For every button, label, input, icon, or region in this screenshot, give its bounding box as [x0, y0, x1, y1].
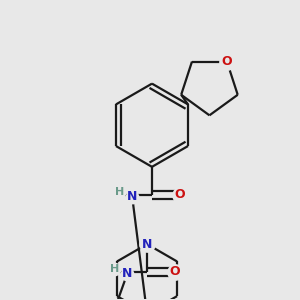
- Text: N: N: [127, 190, 137, 203]
- Text: O: O: [174, 188, 185, 201]
- Text: O: O: [169, 266, 180, 278]
- Text: H: H: [110, 264, 119, 274]
- Text: N: N: [122, 267, 132, 280]
- Text: H: H: [115, 187, 124, 196]
- Text: N: N: [142, 238, 152, 250]
- Text: O: O: [222, 55, 232, 68]
